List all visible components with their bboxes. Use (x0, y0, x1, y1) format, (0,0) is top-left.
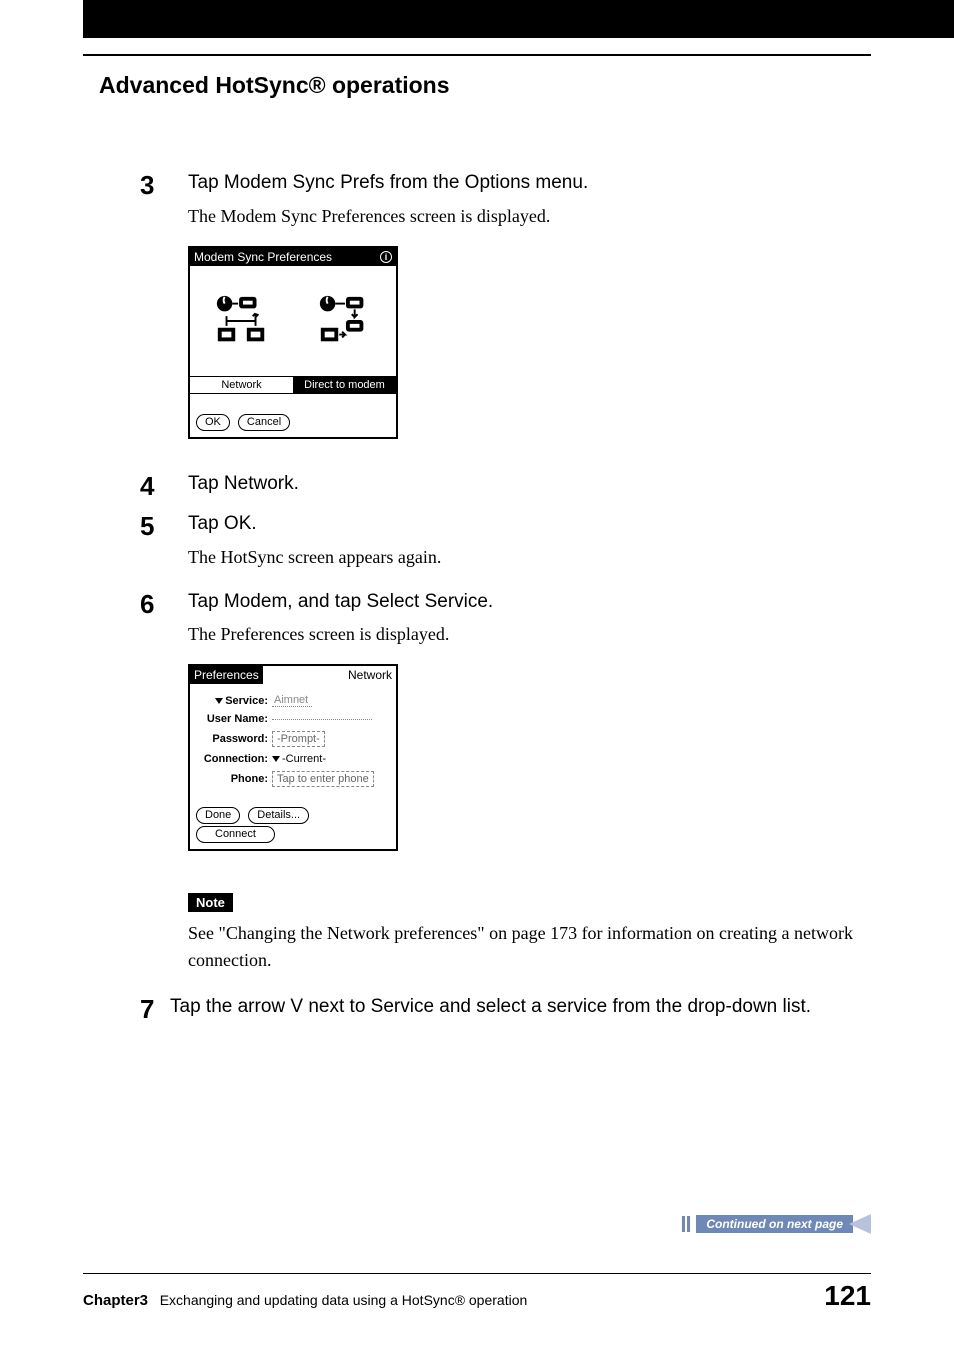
step-5: 5 Tap OK. The HotSync screen appears aga… (140, 511, 854, 581)
arrow-icon (849, 1214, 871, 1234)
top-bar (83, 0, 954, 38)
done-button: Done (196, 807, 240, 824)
step-description: The HotSync screen appears again. (188, 544, 854, 571)
step-title: Tap Modem, and tap Select Service. (188, 589, 854, 616)
password-value: -Prompt- (272, 731, 325, 747)
username-value (272, 719, 372, 720)
step-number: 7 (140, 994, 170, 1022)
cancel-button: Cancel (238, 414, 290, 431)
ok-button: OK (196, 414, 230, 431)
page-title: Advanced HotSync® operations (99, 72, 450, 99)
preferences-screenshot: Preferences Network Service: Aimnet User… (188, 664, 398, 851)
continued-label: Continued on next page (696, 1215, 853, 1233)
step-number: 5 (140, 511, 188, 539)
connection-row: Connection: -Current- (196, 753, 390, 765)
dropdown-icon (272, 756, 280, 762)
connect-button: Connect (196, 826, 275, 843)
step-number: 3 (140, 170, 188, 198)
username-row: User Name: (196, 713, 390, 725)
step-description: The Preferences screen is displayed. (188, 621, 854, 648)
step-4: 4 Tap Network. (140, 471, 854, 504)
step-title: Tap OK. (188, 511, 854, 538)
step-6: 6 Tap Modem, and tap Select Service. The… (140, 589, 854, 876)
note-text: See "Changing the Network preferences" o… (188, 920, 854, 974)
service-value: Aimnet (272, 694, 312, 707)
dropdown-icon (215, 698, 223, 704)
phone-row: Phone: Tap to enter phone (196, 771, 390, 787)
step-title: Tap Modem Sync Prefs from the Options me… (188, 170, 854, 197)
direct-label: Direct to modem (293, 377, 396, 393)
footer-text: Exchanging and updating data using a Hot… (160, 1292, 528, 1308)
step-7: 7 Tap the arrow V next to Service and se… (140, 994, 854, 1027)
info-icon: i (380, 251, 392, 263)
step-description: The Modem Sync Preferences screen is dis… (188, 203, 854, 230)
continued-indicator: Continued on next page (682, 1214, 871, 1234)
step-number: 6 (140, 589, 188, 617)
page-number: 121 (824, 1280, 871, 1312)
step-3: 3 Tap Modem Sync Prefs from the Options … (140, 170, 854, 463)
service-row: Service: Aimnet (196, 694, 390, 707)
step-title: Tap the arrow V next to Service and sele… (170, 994, 854, 1021)
note-badge: Note (188, 893, 233, 912)
step-title: Tap Network. (188, 471, 854, 498)
bottom-rule (83, 1273, 871, 1274)
modem-sync-screenshot: Modem Sync Preferences i (188, 246, 398, 439)
details-button: Details... (248, 807, 309, 824)
step-number: 4 (140, 471, 188, 499)
prefs-title: Preferences (190, 666, 263, 684)
phone-value: Tap to enter phone (272, 771, 374, 787)
network-label: Network (190, 377, 293, 393)
password-row: Password: -Prompt- (196, 731, 390, 747)
direct-option-icon (293, 266, 396, 376)
top-rule (83, 54, 871, 56)
network-option-icon (190, 266, 293, 376)
chapter-label: Chapter3 (83, 1292, 148, 1309)
prefs-category: Network (348, 668, 392, 682)
connection-value: -Current- (282, 753, 326, 765)
modem-sync-title: Modem Sync Preferences (194, 250, 332, 264)
page-footer: Chapter3 Exchanging and updating data us… (83, 1280, 871, 1312)
